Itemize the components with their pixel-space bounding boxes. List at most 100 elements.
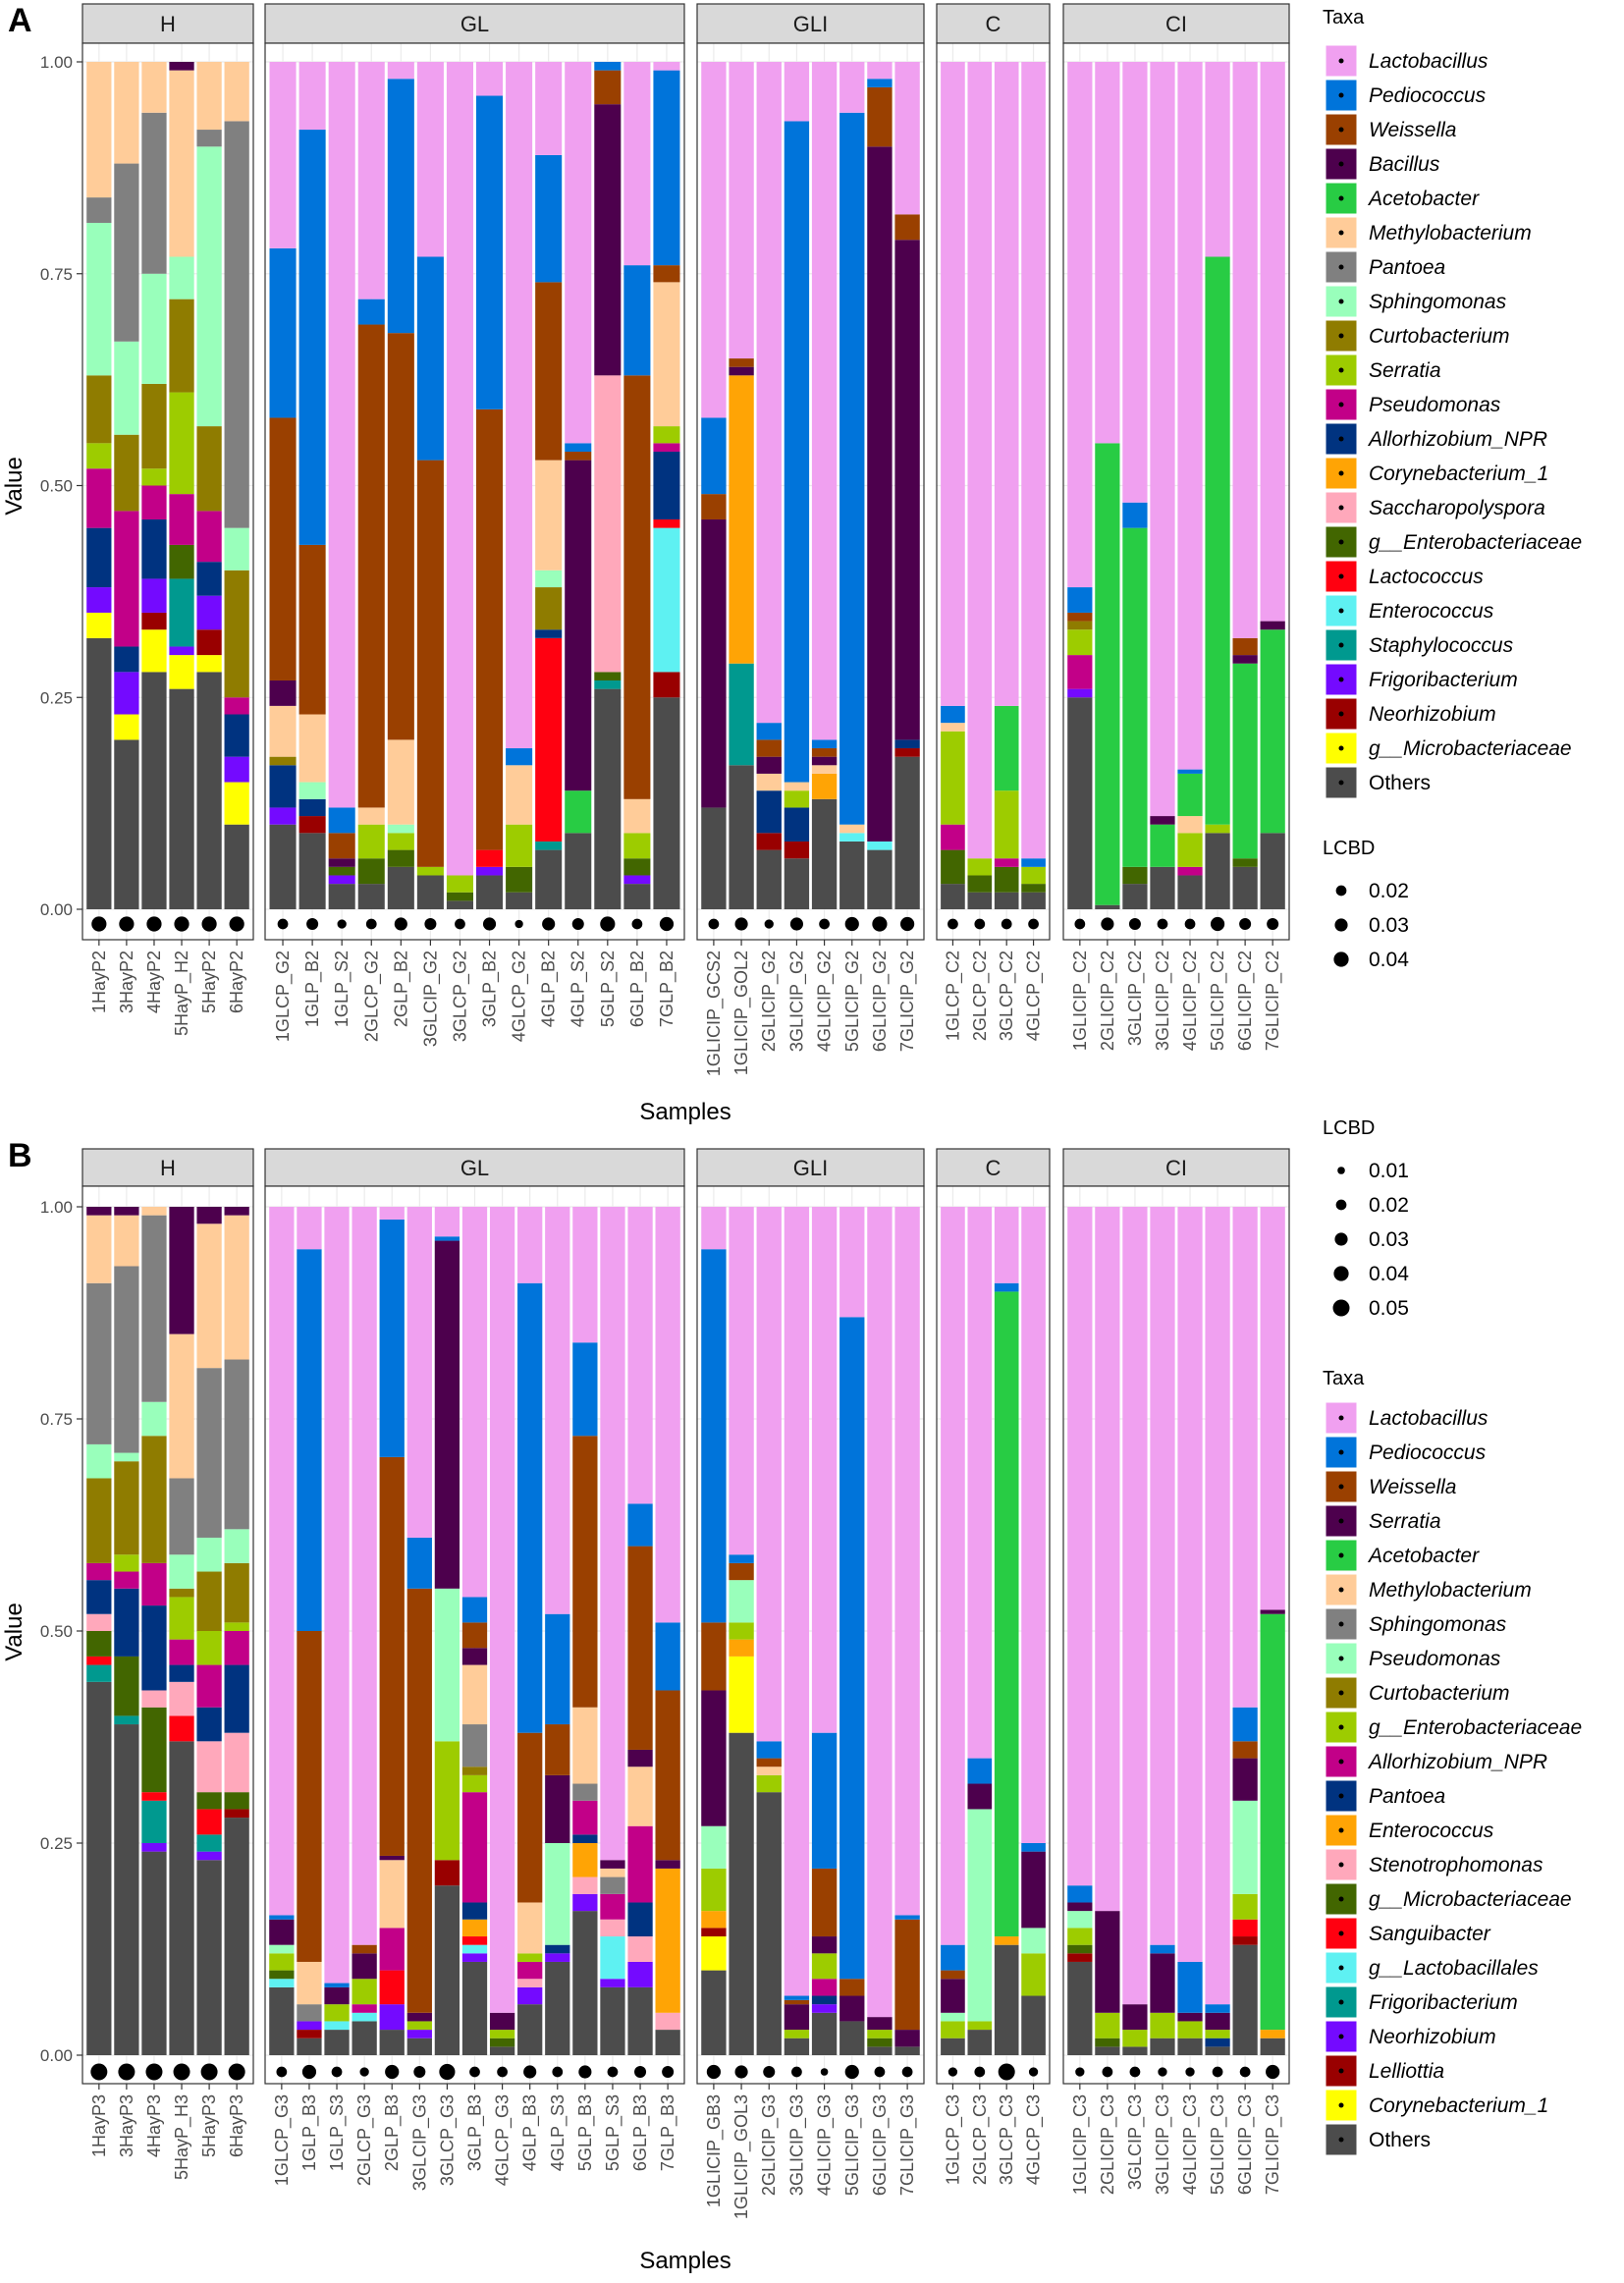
bar-segment <box>269 824 297 909</box>
bar-segment <box>1260 629 1285 834</box>
bar-stack <box>994 1207 1019 2055</box>
facet-strip-label: C <box>986 1156 1001 1180</box>
bar-segment <box>653 443 680 452</box>
legend-label: Bacillus <box>1369 153 1440 176</box>
bar-segment <box>434 1741 460 1861</box>
bar-stack <box>967 62 993 909</box>
bar-stack <box>941 62 965 909</box>
bar-segment <box>701 1911 727 1929</box>
bar-segment <box>894 756 920 909</box>
bar-stack <box>224 62 249 909</box>
bar-segment <box>141 485 167 520</box>
bar-segment <box>489 1207 515 2013</box>
bar-segment <box>655 1622 680 1691</box>
x-tick-label: 5GLP_S3 <box>603 2094 623 2171</box>
bar-stack <box>894 1207 920 2055</box>
bar-stack <box>506 62 533 909</box>
lcbd-point <box>145 2063 163 2081</box>
facet-strip <box>81 3 254 44</box>
x-tick-label: 3GLICIP_C2 <box>1153 951 1173 1051</box>
bar-segment <box>1150 866 1175 909</box>
facet-ci: CI 1GLICIP_C2 2GLICIP_C2 3GLCIP_C2 3GLICIP_C… <box>1062 3 1290 1051</box>
bar-segment <box>572 1342 598 1437</box>
bar-stack <box>565 62 592 909</box>
lcbd-point <box>146 916 162 932</box>
bar-segment <box>196 595 222 630</box>
bar-segment <box>1150 816 1175 825</box>
bar-segment <box>594 672 622 680</box>
legend-label: g__Microbacteriaceae <box>1369 1888 1572 1911</box>
bar-segment <box>655 1690 680 1861</box>
lcbd-point <box>1001 918 1012 930</box>
bar-segment <box>729 1207 754 1555</box>
bar-segment <box>967 858 993 876</box>
bar-segment <box>461 1664 488 1725</box>
legend-label: Neorhizobium <box>1369 703 1496 726</box>
bar-segment <box>196 1571 222 1631</box>
bar-segment <box>357 884 385 909</box>
bar-segment <box>86 1282 112 1444</box>
bar-segment <box>784 1999 810 2005</box>
legend-key-dot <box>1338 2137 1344 2143</box>
bar-segment <box>86 1664 112 1682</box>
bar-segment <box>141 1207 167 1216</box>
bar-segment <box>114 1452 139 1462</box>
bar-segment <box>196 1860 222 2055</box>
legend-label: Sphingomonas <box>1369 1613 1507 1636</box>
bar-segment <box>701 62 727 418</box>
bar-segment <box>1067 697 1093 909</box>
bar-segment <box>1122 527 1148 867</box>
bar-segment <box>379 2004 405 2031</box>
lcbd-point <box>1158 2067 1167 2077</box>
bar-segment <box>196 1809 222 1835</box>
bar-segment <box>1021 62 1046 859</box>
bar-segment <box>406 2030 432 2038</box>
bar-segment <box>941 849 965 885</box>
bar-segment <box>1067 1885 1093 1903</box>
bar-segment <box>269 1986 295 2055</box>
lcbd-point <box>1128 917 1141 931</box>
bar-segment <box>446 892 473 901</box>
lcbd-point <box>899 916 915 932</box>
legend-key-dot <box>1338 1621 1344 1627</box>
bar-segment <box>461 1936 488 1945</box>
bar-segment <box>114 62 139 164</box>
bar-stack <box>1122 1207 1148 2055</box>
bar-stack <box>196 62 222 909</box>
bar-segment <box>324 2004 350 2022</box>
bar-segment <box>1122 866 1148 885</box>
bar-segment <box>141 1851 167 2055</box>
bar-segment <box>1177 773 1203 817</box>
bar-segment <box>701 417 727 495</box>
bar-segment <box>729 62 754 359</box>
bar-segment <box>114 714 139 740</box>
bar-segment <box>967 2030 993 2055</box>
legend-label: Pseudomonas <box>1369 1648 1501 1670</box>
bar-segment <box>1177 816 1203 834</box>
bar-segment <box>379 1860 405 1929</box>
bar-segment <box>1067 62 1093 588</box>
x-tick-label: 3GLP_B3 <box>465 2094 486 2171</box>
bar-segment <box>1232 1893 1258 1920</box>
bar-segment <box>623 62 651 266</box>
bar-segment <box>1232 1800 1258 1894</box>
bar-segment <box>169 1333 194 1479</box>
bar-segment <box>446 62 473 876</box>
bar-segment <box>169 494 194 545</box>
lcbd-point <box>1239 917 1252 931</box>
bar-segment <box>517 1979 543 1987</box>
bar-segment <box>729 1656 754 1733</box>
bar-segment <box>1150 1944 1175 1954</box>
bar-segment <box>784 858 810 909</box>
lcbd-point <box>974 918 986 930</box>
bar-segment <box>114 1266 139 1453</box>
x-tick-label: 7GLP_B2 <box>657 951 677 1027</box>
x-tick-label: 5GLP_S2 <box>598 951 619 1027</box>
lcbd-point <box>497 2066 508 2078</box>
x-axis-title: Samples <box>639 1099 731 1125</box>
legend-label: Frigoribacterium <box>1369 1991 1518 2014</box>
bar-segment <box>387 849 414 867</box>
bar-segment <box>600 1876 625 1894</box>
bar-segment <box>572 1800 598 1835</box>
bar-segment <box>811 756 838 766</box>
